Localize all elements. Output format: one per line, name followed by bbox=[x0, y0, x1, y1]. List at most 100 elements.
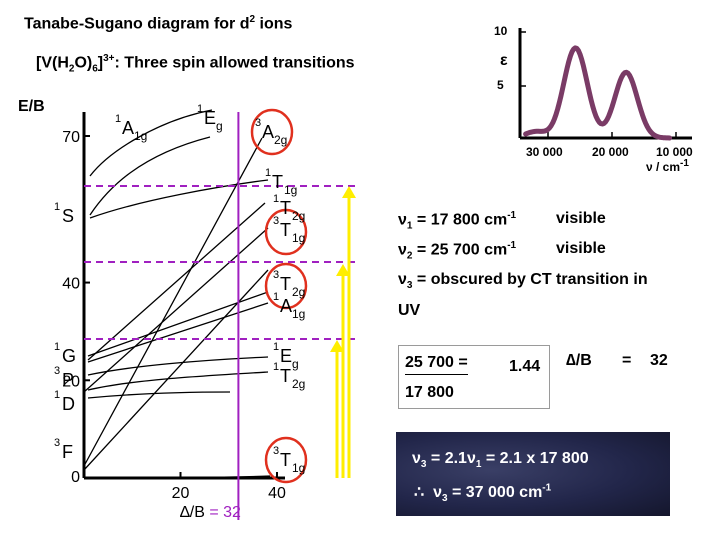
right-term-1T1g: 1 T 1g bbox=[265, 167, 297, 197]
y-tick-label: 70 bbox=[62, 129, 80, 146]
x-tick-label: 20 bbox=[172, 485, 190, 502]
term-subscript: 1g bbox=[292, 231, 305, 245]
x-axis-label: ∆/B = 32 bbox=[180, 504, 241, 521]
left-term-labels: 1 S1 G3 P1 D3 F bbox=[54, 201, 76, 462]
curve-1T2g-upper bbox=[87, 202, 266, 361]
transition-nu1-region: visible bbox=[556, 210, 606, 227]
term-multiplicity: 1 bbox=[273, 291, 279, 303]
term-symbol: T bbox=[280, 220, 291, 240]
term-multiplicity: 3 bbox=[54, 437, 60, 449]
term-symbol: T bbox=[280, 274, 291, 294]
right-term-3A2g: 3 A 2g bbox=[255, 117, 287, 147]
term-subscript: 1g bbox=[284, 183, 297, 197]
circle-3T2g bbox=[264, 262, 308, 310]
y-tick-label: 0 bbox=[71, 469, 80, 486]
term-symbol: D bbox=[62, 394, 75, 414]
x-tick-label: 40 bbox=[268, 485, 286, 502]
term-subscript: 1g bbox=[134, 129, 147, 143]
result-line-2: ∴ ν3 = 37 000 cm-1 bbox=[414, 482, 552, 505]
curve-1A1g-lower bbox=[87, 302, 269, 363]
term-multiplicity: 1 bbox=[54, 389, 60, 401]
right-term-1T2g: 1 T 2g bbox=[273, 361, 305, 391]
y-tick-label: 20 bbox=[62, 373, 80, 390]
curve-3A2g bbox=[83, 137, 263, 467]
right-term-3T1g: 3 T 1g bbox=[273, 215, 305, 245]
term-subscript: 1g bbox=[292, 307, 305, 321]
term-multiplicity: 1 bbox=[197, 103, 203, 115]
energy-curves bbox=[83, 109, 271, 479]
ratio-delta-b: ∆/B bbox=[566, 352, 592, 369]
term-multiplicity: 1 bbox=[54, 201, 60, 213]
circle-3T1g-ground bbox=[264, 436, 308, 484]
term-symbol: A bbox=[122, 118, 134, 138]
ts-y-ticks: 70 40 20 0 bbox=[62, 129, 90, 486]
term-subscript: 2g bbox=[274, 133, 287, 147]
y-tick-label: 40 bbox=[62, 276, 80, 293]
term-multiplicity: 3 bbox=[54, 365, 60, 377]
ratio-denominator: 17 800 bbox=[405, 384, 454, 401]
term-symbol: E bbox=[280, 346, 292, 366]
circle-3T1g-upper bbox=[264, 208, 308, 256]
ts-x-ticks: 20 40 bbox=[172, 472, 286, 502]
spectrum-inset bbox=[518, 28, 692, 141]
curve-1Eg-lower bbox=[87, 356, 269, 376]
term-subscript: 2g bbox=[292, 209, 305, 223]
term-multiplicity: 1 bbox=[115, 113, 121, 125]
spectrum-y-tick-10: 10 bbox=[494, 24, 508, 38]
term-multiplicity: 1 bbox=[273, 361, 279, 373]
term-multiplicity: 1 bbox=[265, 167, 271, 179]
curve-1T1g-upper bbox=[89, 179, 269, 219]
term-subscript: 1g bbox=[292, 461, 305, 475]
right-term-3T1g: 3 T 1g bbox=[273, 445, 305, 475]
term-symbol: P bbox=[62, 370, 74, 390]
ratio-equals: = bbox=[622, 352, 632, 369]
spectrum-y-tick-5: 5 bbox=[497, 78, 504, 92]
curve-1T2g-lower bbox=[87, 371, 269, 391]
curve-1Eg-upper bbox=[89, 109, 213, 177]
term-multiplicity: 3 bbox=[273, 445, 279, 457]
term-subscript: g bbox=[216, 119, 223, 133]
term-symbol: T bbox=[280, 450, 291, 470]
ts-axes bbox=[82, 112, 285, 480]
spectrum-x-tick-10000: 10 000 bbox=[656, 145, 693, 159]
right-term-1A1g: 1 A 1g bbox=[115, 113, 147, 143]
transition-arrows bbox=[330, 186, 356, 478]
spectrum-x-label: ν / cm-1 bbox=[646, 158, 689, 174]
absorption-spectrum-line bbox=[523, 45, 673, 141]
term-subscript: g bbox=[292, 357, 299, 371]
curve-1T2g-mid bbox=[87, 291, 269, 357]
curve-1D-flat bbox=[87, 391, 231, 399]
term-multiplicity: 1 bbox=[54, 341, 60, 353]
term-symbol: G bbox=[62, 346, 76, 366]
transition-nu1: ν1 = 17 800 cm-1 bbox=[398, 210, 517, 232]
curve-1A1g-upper bbox=[89, 136, 211, 216]
spectrum-x-tick-30000: 30 000 bbox=[526, 145, 563, 159]
term-symbol: F bbox=[62, 442, 73, 462]
spectrum-epsilon-label: ε bbox=[500, 52, 508, 69]
result-line-1: ν3 = 2.1ν1 = 2.1 x 17 800 bbox=[412, 450, 589, 471]
transition-nu2: ν2 = 25 700 cm-1 bbox=[398, 240, 517, 262]
highlight-circles bbox=[250, 108, 308, 484]
term-symbol: T bbox=[280, 198, 291, 218]
right-term-1A1g: 1 A 1g bbox=[273, 291, 305, 321]
term-multiplicity: 3 bbox=[255, 117, 261, 129]
transition-nu3: ν3 = obscured by CT transition in bbox=[398, 271, 648, 292]
term-multiplicity: 3 bbox=[273, 269, 279, 281]
spectrum-x-tick-20000: 20 000 bbox=[592, 145, 629, 159]
term-symbol: S bbox=[62, 206, 74, 226]
term-symbol: T bbox=[272, 172, 283, 192]
diagram-title: Tanabe-Sugano diagram for d2 ions bbox=[24, 14, 293, 33]
ratio-numerator: 25 700 = bbox=[405, 354, 468, 375]
right-term-3T2g: 3 T 2g bbox=[273, 269, 305, 299]
ratio-box: 25 700 = 17 800 1.44 bbox=[398, 345, 550, 409]
curve-3T1g-ground bbox=[83, 475, 271, 479]
ratio-result: 32 bbox=[650, 352, 668, 369]
term-symbol: A bbox=[262, 122, 274, 142]
